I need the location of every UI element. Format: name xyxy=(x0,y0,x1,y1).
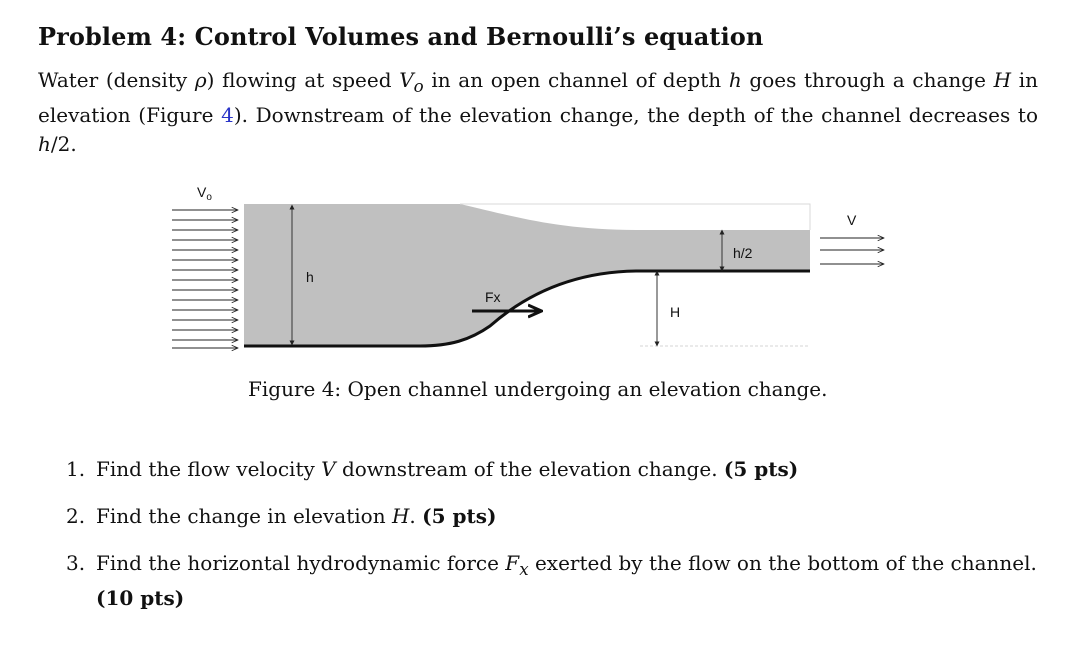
figure-reference-link[interactable]: 4 xyxy=(221,103,234,127)
points-label-1: (5 pts) xyxy=(723,457,799,481)
outlet-velocity-label: V xyxy=(847,212,857,228)
intro-text-5: in elevation (Figure xyxy=(38,68,1038,127)
force-label: Fx xyxy=(485,289,501,305)
problem-statement: Water (density ρ) flowing at speed Vo in… xyxy=(38,66,1038,159)
channel-bottom xyxy=(244,269,810,348)
channel-diagram: Vo V h h/2 Fx H xyxy=(172,184,890,366)
speed-symbol: V xyxy=(399,68,414,92)
inlet-flow-arrows xyxy=(172,210,238,348)
question-1: 1. Find the flow velocity V downstream of… xyxy=(66,457,799,481)
elevation-symbol: H xyxy=(993,68,1012,92)
question-2: 2. Find the change in elevation H. (5 pts… xyxy=(66,504,497,528)
channel-figure: Vo V h h/2 Fx H xyxy=(160,176,890,370)
half-depth-label: h/2 xyxy=(733,245,753,261)
intro-text-4: goes through a change xyxy=(741,68,994,92)
question-3: 3. Find the horizontal hydrodynamic force… xyxy=(66,551,1037,610)
problem-title: Problem 4: Control Volumes and Bernoulli… xyxy=(38,22,764,51)
points-label-3: (10 pts) xyxy=(96,586,185,610)
inlet-velocity-label: Vo xyxy=(197,184,212,203)
intro-text-2: ) flowing at speed xyxy=(206,68,400,92)
depth-label: h xyxy=(306,269,314,285)
density-symbol: ρ xyxy=(194,68,207,92)
water-region xyxy=(244,204,810,346)
intro-text-3: in an open channel of depth xyxy=(423,68,729,92)
speed-subscript: o xyxy=(413,77,424,96)
intro-text-7: /2. xyxy=(50,132,77,156)
depth-symbol: h xyxy=(728,68,742,92)
intro-text-6: ). Downstream of the elevation change, t… xyxy=(233,103,1038,127)
question-list: 1. Find the flow velocity V downstream of… xyxy=(66,455,1056,631)
intro-text-1: Water (density xyxy=(38,68,195,92)
depth-symbol-2: h xyxy=(38,132,51,156)
points-label-2: (5 pts) xyxy=(422,504,497,528)
figure-caption: Figure 4: Open channel undergoing an ele… xyxy=(248,377,828,401)
elevation-change-label: H xyxy=(670,304,680,320)
channel-outline xyxy=(460,203,811,230)
outlet-flow-arrows xyxy=(820,238,884,264)
